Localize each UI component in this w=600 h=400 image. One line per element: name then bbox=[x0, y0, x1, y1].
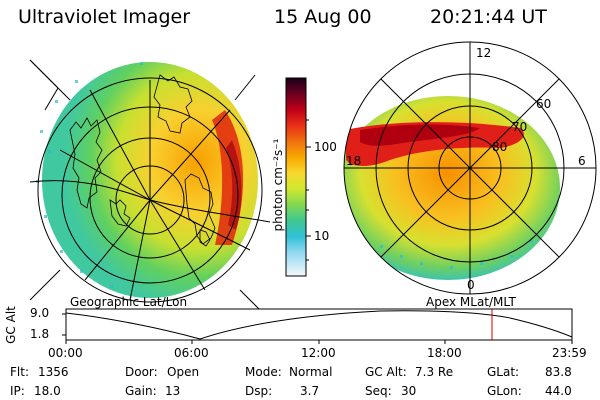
mlat-label-60: 60 bbox=[536, 97, 552, 111]
alt-xtick-1800: 18:00 bbox=[427, 346, 462, 360]
apex-map bbox=[343, 41, 597, 295]
colorbar-tick-100: 100 bbox=[314, 140, 337, 154]
flt-label: Flt: bbox=[10, 365, 29, 379]
alt-ytick-low: 1.8 bbox=[30, 327, 50, 341]
glon-value: 44.0 bbox=[545, 384, 572, 398]
date-label: 15 Aug 00 bbox=[274, 6, 372, 28]
mode-label: Mode: bbox=[245, 365, 282, 379]
altitude-plot bbox=[62, 308, 573, 344]
instrument-title: Ultraviolet Imager bbox=[18, 6, 191, 28]
alt-xtick-0600: 06:00 bbox=[174, 346, 209, 360]
mlat-label-80: 80 bbox=[492, 140, 508, 154]
colorbar bbox=[285, 77, 311, 277]
colorbar-unit-label: photon cm⁻²s⁻¹ bbox=[271, 138, 285, 232]
gain-label: Gain: bbox=[125, 384, 157, 398]
flt-value: 1356 bbox=[38, 365, 69, 379]
door-value: Open bbox=[167, 365, 200, 379]
time-label: 20:21:44 UT bbox=[430, 6, 547, 28]
seq-label: Seq: bbox=[365, 384, 392, 398]
alt-ytick-high: 9.0 bbox=[30, 306, 50, 320]
alt-xtick-2359: 23:59 bbox=[552, 346, 587, 360]
mlt-label-0: 0 bbox=[467, 278, 475, 292]
mlt-label-18: 18 bbox=[346, 154, 362, 168]
glat-value: 83.8 bbox=[545, 365, 572, 379]
glat-label: GLat: bbox=[487, 365, 520, 379]
ip-label: IP: bbox=[10, 384, 25, 398]
alt-xtick-0000: 00:00 bbox=[48, 346, 83, 360]
mlat-label-70: 70 bbox=[512, 120, 528, 134]
alt-ylabel: GC Alt bbox=[3, 306, 18, 344]
door-label: Door: bbox=[125, 365, 158, 379]
gcalt-value: 7.3 Re bbox=[415, 365, 454, 379]
gain-value: 13 bbox=[165, 384, 181, 398]
glon-label: GLon: bbox=[487, 384, 522, 398]
colorbar-tick-10: 10 bbox=[314, 229, 330, 243]
ip-value: 18.0 bbox=[34, 384, 61, 398]
mode-value: Normal bbox=[289, 365, 333, 379]
geographic-map bbox=[29, 59, 271, 321]
dsp-label: Dsp: bbox=[245, 384, 273, 398]
geographic-label: Geographic Lat/Lon bbox=[70, 295, 188, 309]
dsp-value: 3.7 bbox=[300, 384, 320, 398]
mlt-label-6: 6 bbox=[578, 154, 586, 168]
mlt-label-12: 12 bbox=[476, 46, 492, 60]
gcalt-label: GC Alt: bbox=[365, 365, 407, 379]
seq-value: 30 bbox=[401, 384, 417, 398]
apex-label: Apex MLat/MLT bbox=[426, 295, 516, 309]
alt-xtick-1200: 12:00 bbox=[301, 346, 336, 360]
